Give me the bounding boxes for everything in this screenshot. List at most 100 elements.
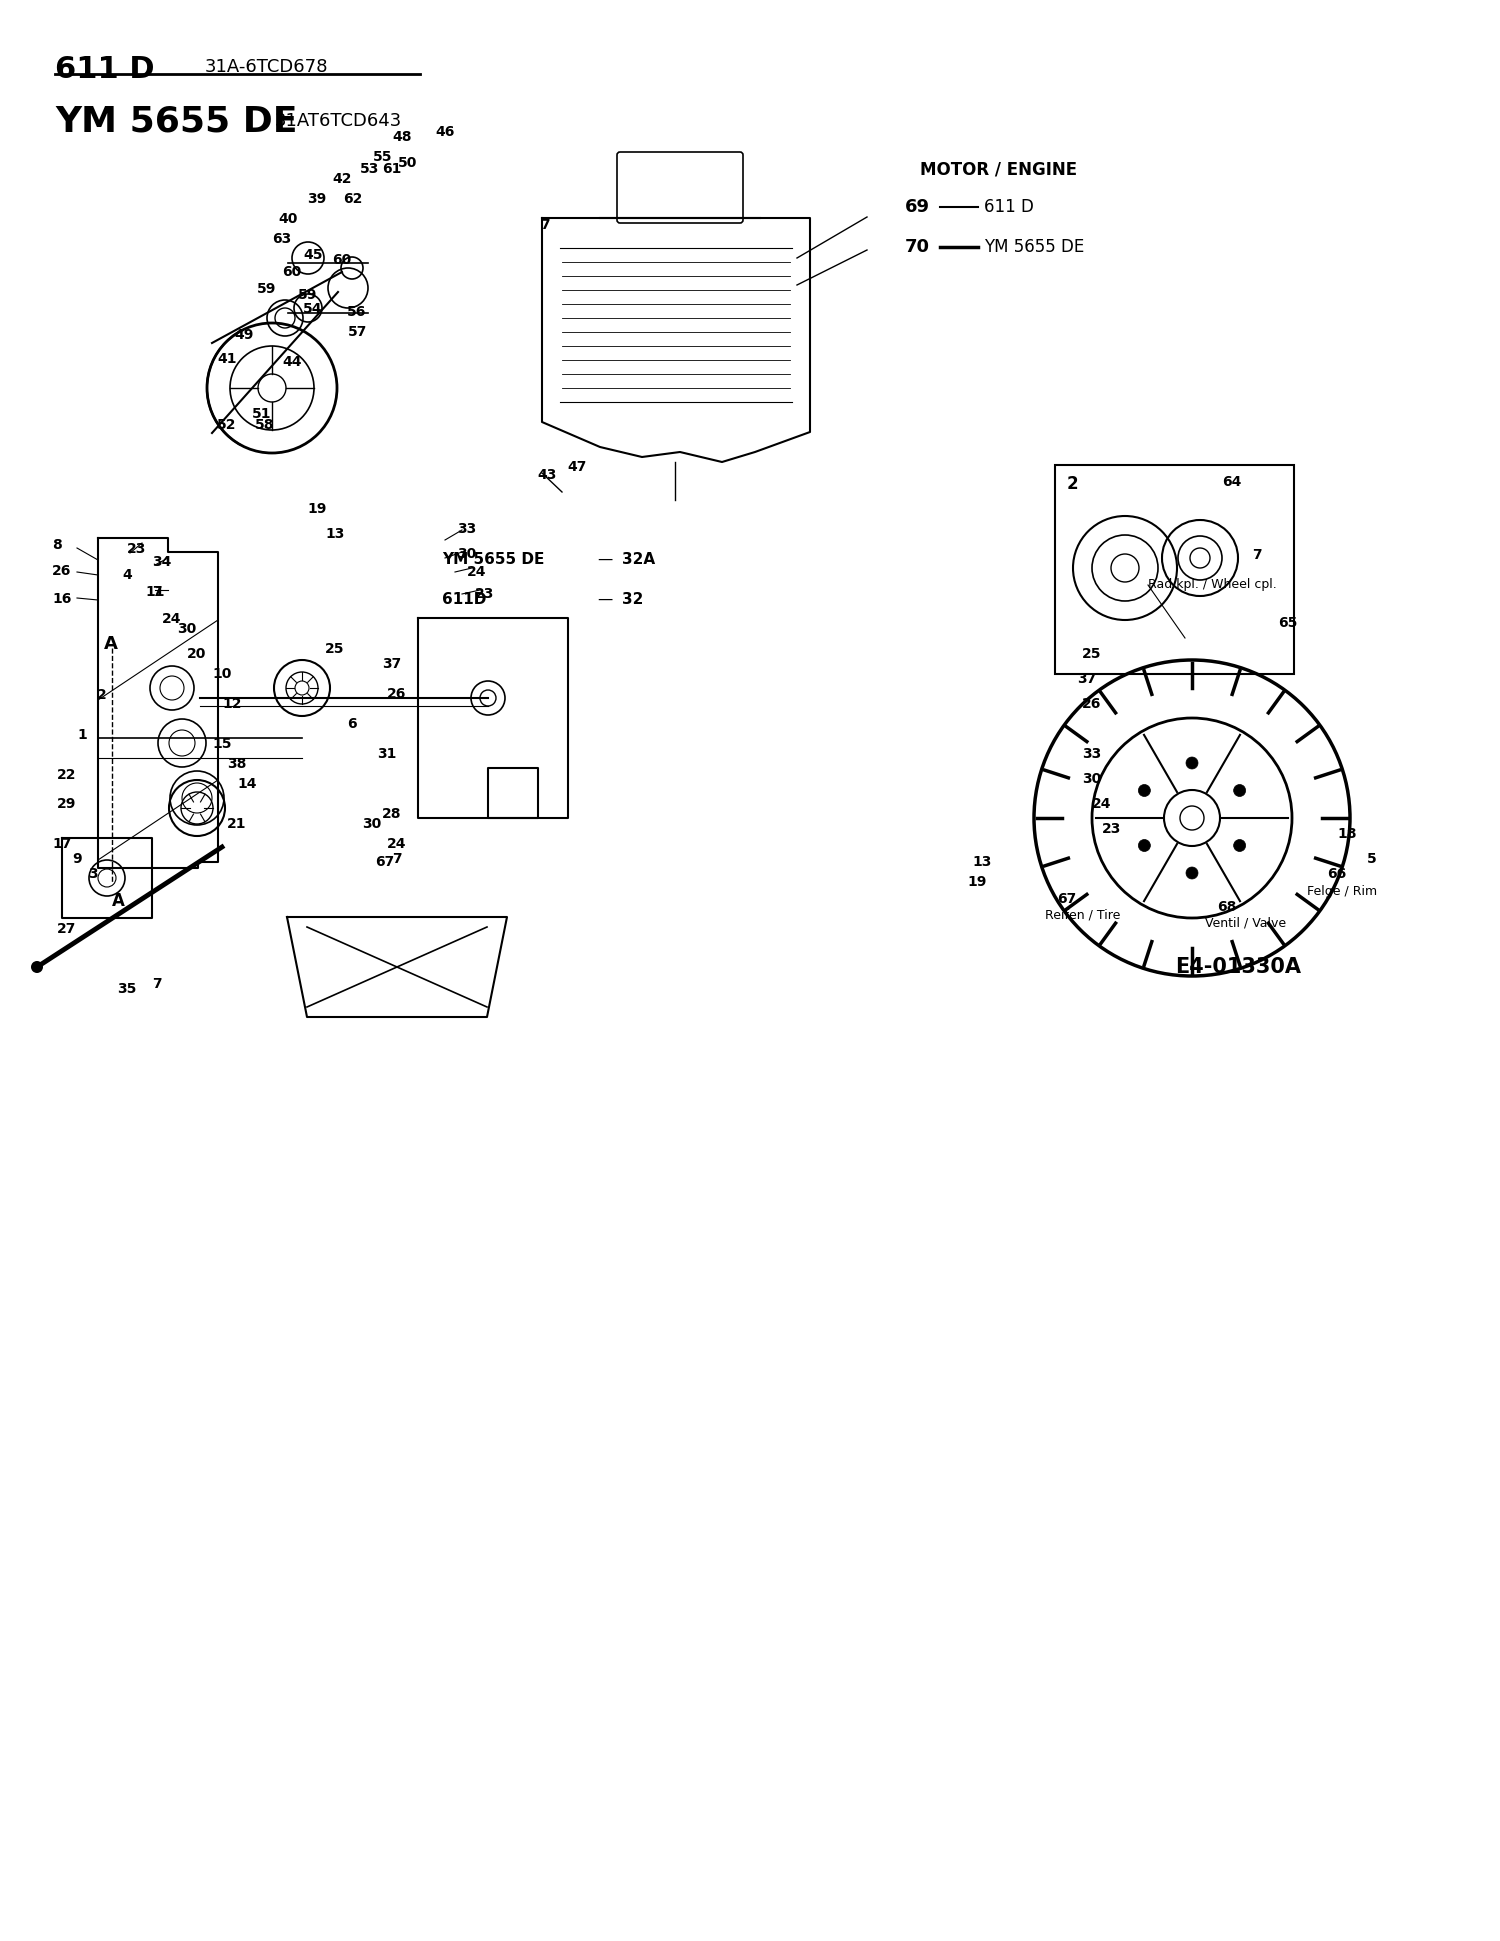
Text: 7: 7 (540, 217, 549, 233)
Text: 27: 27 (57, 922, 76, 936)
Text: 22: 22 (57, 769, 76, 782)
Text: 62: 62 (344, 192, 363, 206)
Circle shape (1138, 840, 1150, 852)
Text: 49: 49 (234, 328, 254, 342)
Text: 3: 3 (88, 868, 98, 881)
Text: 26: 26 (53, 565, 72, 578)
Text: 53: 53 (360, 161, 380, 177)
Text: 31AT6TCD643: 31AT6TCD643 (274, 113, 402, 130)
Text: 41: 41 (217, 351, 237, 367)
Text: 43: 43 (537, 468, 556, 481)
Text: 21: 21 (226, 817, 246, 831)
Text: 52: 52 (217, 417, 237, 433)
Text: 13: 13 (972, 854, 992, 870)
Text: YM 5655 DE: YM 5655 DE (56, 105, 297, 140)
Text: 13: 13 (326, 528, 345, 542)
Circle shape (32, 961, 44, 972)
Text: 1: 1 (76, 728, 87, 741)
Text: 7: 7 (152, 584, 162, 600)
Text: 30: 30 (458, 547, 477, 561)
Text: A: A (112, 893, 125, 910)
Text: 2: 2 (1066, 476, 1078, 493)
Circle shape (1233, 784, 1245, 796)
Text: 37: 37 (1077, 672, 1096, 685)
Text: 30: 30 (362, 817, 381, 831)
Text: 58: 58 (255, 417, 274, 433)
Text: 68: 68 (1216, 901, 1236, 914)
Text: 64: 64 (1222, 476, 1242, 489)
Text: 25: 25 (1082, 646, 1101, 662)
Text: 47: 47 (567, 460, 586, 474)
Text: 67: 67 (1058, 893, 1077, 906)
Text: Felge / Rim: Felge / Rim (1306, 885, 1377, 899)
Text: 24: 24 (387, 837, 406, 850)
Text: 19: 19 (968, 875, 987, 889)
Text: 60: 60 (282, 266, 302, 280)
Text: 42: 42 (332, 173, 351, 186)
Text: 59: 59 (298, 287, 318, 303)
Circle shape (1186, 757, 1198, 769)
Text: 66: 66 (1328, 868, 1347, 881)
Text: 34: 34 (152, 555, 171, 569)
Text: 4: 4 (122, 569, 132, 582)
Text: 38: 38 (226, 757, 246, 771)
Text: 44: 44 (282, 355, 302, 369)
Text: 33: 33 (1082, 747, 1101, 761)
Text: 35: 35 (117, 982, 136, 996)
Text: 32A: 32A (622, 551, 656, 567)
Text: MOTOR / ENGINE: MOTOR / ENGINE (920, 159, 1077, 179)
Text: 55: 55 (374, 149, 393, 163)
Text: 29: 29 (57, 798, 76, 811)
FancyBboxPatch shape (1054, 466, 1294, 674)
Text: 24: 24 (162, 611, 182, 627)
Text: 26: 26 (387, 687, 406, 701)
Text: 54: 54 (303, 303, 322, 316)
Text: 18: 18 (1336, 827, 1356, 840)
Text: 7: 7 (1252, 547, 1262, 563)
Text: 70: 70 (904, 239, 930, 256)
Text: 7: 7 (152, 976, 162, 992)
Text: 17: 17 (53, 837, 72, 850)
Text: 26: 26 (1082, 697, 1101, 710)
Text: 16: 16 (53, 592, 72, 606)
Text: 69: 69 (904, 198, 930, 215)
Text: 5: 5 (1366, 852, 1377, 866)
Text: 31A-6TCD678: 31A-6TCD678 (206, 58, 328, 76)
Text: 57: 57 (348, 324, 368, 340)
Text: 60: 60 (332, 252, 351, 268)
Text: 8: 8 (53, 538, 62, 551)
Text: 51: 51 (252, 408, 272, 421)
Text: 25: 25 (326, 642, 345, 656)
Text: 9: 9 (72, 852, 81, 866)
Text: 23: 23 (128, 542, 147, 555)
Text: YM 5655 DE: YM 5655 DE (984, 239, 1084, 256)
Text: 6: 6 (346, 716, 357, 732)
Text: 30: 30 (177, 621, 197, 637)
Text: 40: 40 (278, 212, 297, 225)
Text: Ventil / Valve: Ventil / Valve (1204, 916, 1286, 930)
Text: 59: 59 (256, 281, 276, 295)
Text: —: — (597, 551, 612, 567)
Text: 46: 46 (435, 124, 454, 140)
Circle shape (1138, 784, 1150, 796)
Text: 39: 39 (308, 192, 327, 206)
Text: 45: 45 (303, 248, 322, 262)
Text: 23: 23 (476, 586, 495, 602)
Circle shape (1186, 868, 1198, 879)
Text: 24: 24 (1092, 798, 1112, 811)
Text: 61: 61 (382, 161, 402, 177)
Text: 12: 12 (222, 697, 242, 710)
Text: 28: 28 (382, 807, 402, 821)
Text: 611 D: 611 D (984, 198, 1033, 215)
Text: 63: 63 (272, 233, 291, 247)
Text: 10: 10 (211, 668, 231, 681)
Text: 19: 19 (308, 503, 327, 516)
Text: Reifen / Tire: Reifen / Tire (1046, 908, 1120, 922)
Text: 611D: 611D (442, 592, 486, 608)
Text: 50: 50 (398, 155, 417, 171)
Text: 48: 48 (392, 130, 411, 144)
Text: 33: 33 (458, 522, 477, 536)
Text: 24: 24 (466, 565, 486, 578)
Text: E4-01330A: E4-01330A (1174, 957, 1300, 976)
Text: A: A (104, 635, 118, 652)
